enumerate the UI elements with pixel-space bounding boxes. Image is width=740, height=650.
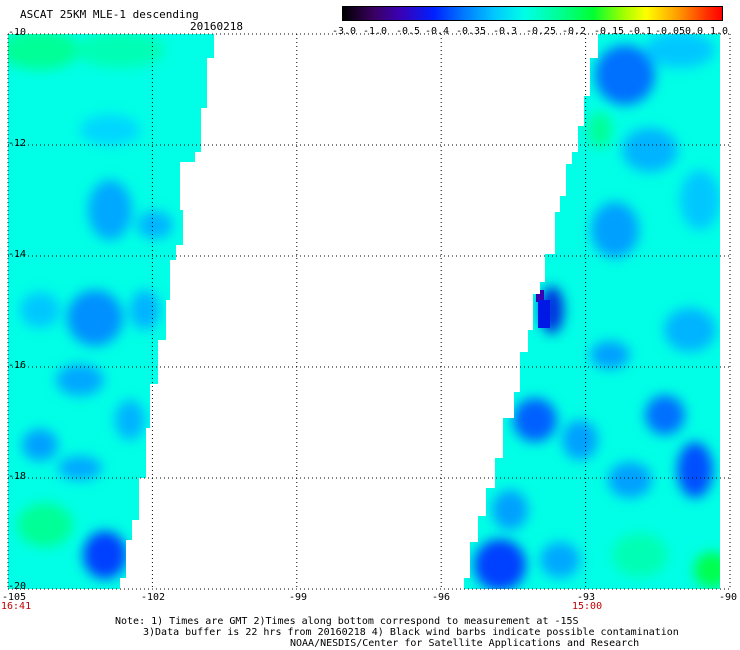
product-date: 20160218 bbox=[190, 20, 243, 33]
lat-label: -20 bbox=[8, 581, 27, 592]
lon-label: -96 bbox=[431, 592, 451, 603]
colorbar-tick: -0.1 bbox=[627, 26, 653, 37]
left-swath bbox=[8, 34, 214, 589]
colorbar-tick: -0.5 bbox=[395, 26, 421, 37]
colorbar-tick: 1.0 bbox=[709, 26, 729, 37]
colorbar-tick: -0.25 bbox=[525, 26, 557, 37]
colorbar-tick: -0.2 bbox=[561, 26, 587, 37]
colorbar bbox=[342, 6, 723, 21]
colorbar-tick: -0.3 bbox=[492, 26, 518, 37]
colorbar-ticks: -3.0 -1.0 -0.5 -0.4 -0.35 -0.3 -0.25 -0.… bbox=[330, 26, 735, 38]
right-swath bbox=[464, 34, 720, 589]
left-swath-time: 16:41 bbox=[1, 601, 32, 612]
lon-label: -99 bbox=[288, 592, 308, 603]
footnote-line-2: 3)Data buffer is 22 hrs from 20160218 4)… bbox=[143, 627, 679, 638]
lon-label: -102 bbox=[140, 592, 166, 603]
lat-label: -18 bbox=[8, 471, 27, 482]
footnote-line-3: NOAA/NESDIS/Center for Satellite Applica… bbox=[290, 638, 640, 649]
lat-label: -14 bbox=[8, 249, 27, 260]
lon-label: -93 bbox=[576, 592, 596, 603]
colorbar-tick: -0.4 bbox=[424, 26, 450, 37]
right-swath-time: 15:00 bbox=[572, 601, 603, 612]
lon-label: -105 bbox=[1, 592, 27, 603]
lat-label: -12 bbox=[8, 138, 27, 149]
lat-label: -16 bbox=[8, 360, 27, 371]
colorbar-tick: -0.05 bbox=[654, 26, 686, 37]
colorbar-tick: -0.35 bbox=[455, 26, 487, 37]
lat-lon-grid bbox=[7, 33, 731, 590]
colorbar-tick: -1.0 bbox=[362, 26, 388, 37]
product-title: ASCAT 25KM MLE-1 descending bbox=[20, 8, 199, 21]
colorbar-tick: -3.0 bbox=[331, 26, 357, 37]
lat-label: -10 bbox=[8, 27, 27, 38]
footnote-line-1: Note: 1) Times are GMT 2)Times along bot… bbox=[115, 616, 579, 627]
colorbar-tick: -0.15 bbox=[593, 26, 625, 37]
lon-label: -90 bbox=[718, 592, 738, 603]
colorbar-tick: 0.0 bbox=[684, 26, 704, 37]
